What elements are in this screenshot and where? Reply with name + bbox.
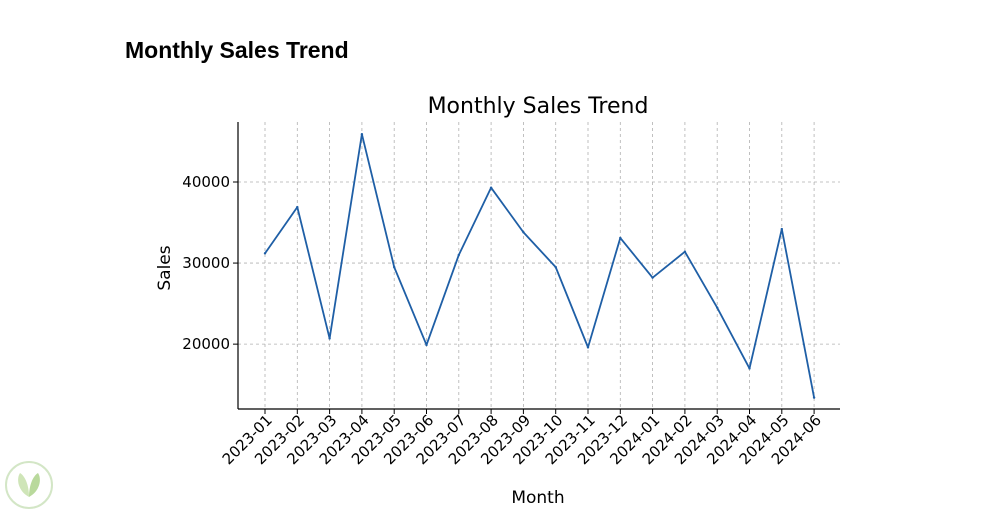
y-tick-label: 20000: [182, 335, 230, 353]
data-point: [360, 132, 364, 136]
leaf-badge-icon: [5, 461, 53, 509]
axes: [233, 122, 840, 414]
data-point: [489, 186, 493, 189]
data-point: [812, 396, 816, 399]
x-axis-label: Month: [511, 488, 564, 508]
data-point: [586, 346, 590, 349]
sales-series-line: [264, 133, 815, 398]
data-point: [425, 343, 428, 347]
chart-title: Monthly Sales Trend: [428, 94, 649, 119]
data-point: [748, 367, 751, 370]
data-point: [393, 265, 396, 269]
y-tick-label: 30000: [182, 254, 230, 272]
data-point: [683, 250, 687, 253]
data-point: [651, 276, 654, 279]
data-point: [296, 205, 299, 209]
y-tick-label: 40000: [182, 173, 230, 191]
data-point: [328, 337, 331, 340]
series-layer: [263, 132, 816, 399]
data-point: [263, 252, 267, 255]
data-point: [554, 265, 557, 269]
data-point: [716, 306, 719, 309]
tick-labels: 2023-012023-022023-032023-042023-052023-…: [182, 173, 825, 468]
data-point: [522, 231, 525, 234]
data-point: [780, 227, 783, 231]
grid-lines: [238, 122, 840, 409]
data-point: [457, 253, 460, 257]
data-point: [619, 236, 622, 240]
page-title: Monthly Sales Trend: [125, 37, 349, 63]
y-axis-label: Sales: [155, 245, 175, 290]
